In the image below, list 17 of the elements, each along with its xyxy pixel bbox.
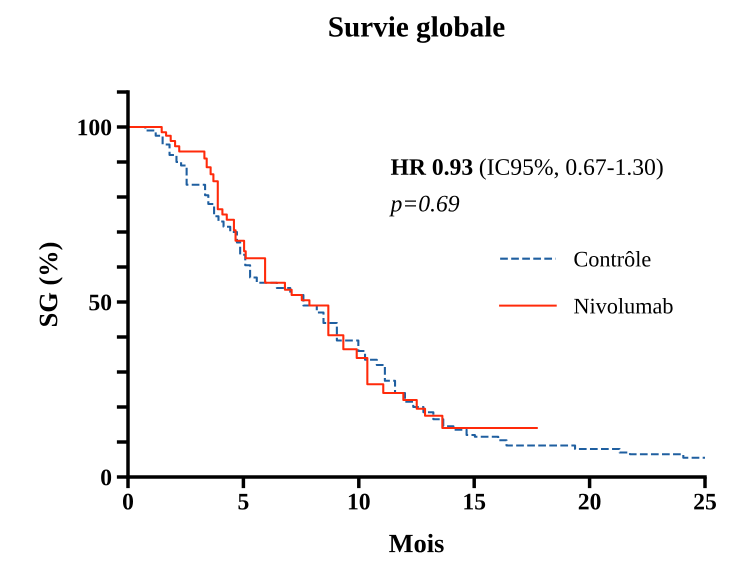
annotation: HR 0.93 xyxy=(390,159,472,176)
y-tick-label: 100 xyxy=(78,119,112,136)
x-tick-label: 25 xyxy=(694,494,716,510)
y-tick-label: 0 xyxy=(101,469,112,486)
annotation: p=0.69 xyxy=(389,196,460,216)
x-tick-label: 20 xyxy=(578,494,601,510)
legend-label: Nivolumab xyxy=(574,298,673,314)
x-tick-label: 5 xyxy=(238,494,248,510)
x-tick-label: 15 xyxy=(464,494,486,510)
y-axis-title: SG (%) xyxy=(38,242,63,326)
x-tick-label: 0 xyxy=(122,494,134,510)
y-tick-label: 50 xyxy=(89,294,112,310)
annotation: (IC95%, 0.67-1.30) xyxy=(480,158,663,180)
x-tick-label: 10 xyxy=(348,494,370,510)
chart-title: Survie globale xyxy=(329,16,504,43)
x-axis-title: Mois xyxy=(389,534,444,552)
legend-label: Contrôle xyxy=(574,250,650,267)
